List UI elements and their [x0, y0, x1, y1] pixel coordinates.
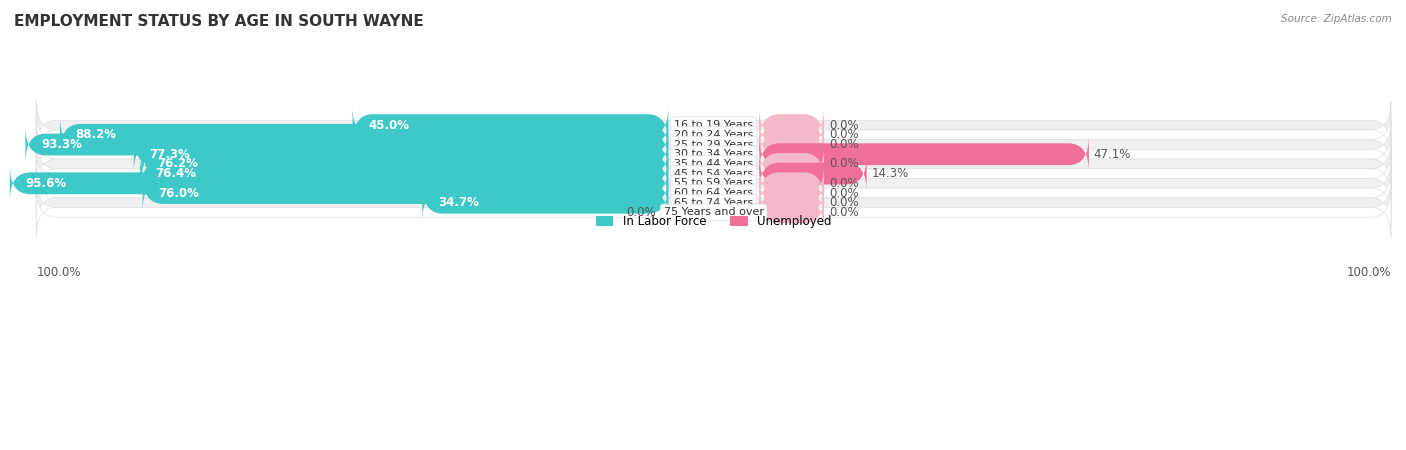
Text: 95.6%: 95.6%	[25, 177, 66, 190]
FancyBboxPatch shape	[759, 117, 824, 153]
FancyBboxPatch shape	[759, 155, 866, 192]
Text: EMPLOYMENT STATUS BY AGE IN SOUTH WAYNE: EMPLOYMENT STATUS BY AGE IN SOUTH WAYNE	[14, 14, 423, 28]
Text: 45 to 54 Years: 45 to 54 Years	[673, 169, 754, 179]
Text: 93.3%: 93.3%	[41, 138, 82, 151]
Text: 14.3%: 14.3%	[872, 167, 908, 180]
FancyBboxPatch shape	[25, 126, 668, 163]
FancyBboxPatch shape	[37, 149, 1391, 198]
FancyBboxPatch shape	[37, 120, 1391, 169]
FancyBboxPatch shape	[60, 117, 668, 153]
Text: 0.0%: 0.0%	[828, 119, 859, 132]
Text: 75 Years and over: 75 Years and over	[664, 207, 763, 217]
FancyBboxPatch shape	[139, 155, 668, 192]
FancyBboxPatch shape	[37, 130, 1391, 179]
Text: 30 to 34 Years: 30 to 34 Years	[673, 149, 754, 159]
Text: Source: ZipAtlas.com: Source: ZipAtlas.com	[1281, 14, 1392, 23]
Text: 0.0%: 0.0%	[828, 128, 859, 141]
FancyBboxPatch shape	[759, 194, 824, 230]
Text: 65 to 74 Years: 65 to 74 Years	[673, 198, 754, 208]
Text: 76.0%: 76.0%	[159, 186, 200, 199]
Text: 55 to 59 Years: 55 to 59 Years	[673, 178, 754, 188]
Text: 100.0%: 100.0%	[1347, 266, 1391, 279]
Text: 0.0%: 0.0%	[627, 206, 657, 219]
FancyBboxPatch shape	[422, 184, 668, 221]
FancyBboxPatch shape	[759, 165, 824, 202]
Text: 0.0%: 0.0%	[828, 177, 859, 190]
FancyBboxPatch shape	[134, 136, 668, 172]
Text: 34.7%: 34.7%	[437, 196, 479, 209]
Text: 100.0%: 100.0%	[37, 266, 80, 279]
Text: 16 to 19 Years: 16 to 19 Years	[673, 120, 754, 130]
FancyBboxPatch shape	[37, 101, 1391, 149]
Text: 35 to 44 Years: 35 to 44 Years	[673, 159, 754, 169]
Text: 0.0%: 0.0%	[828, 138, 859, 151]
FancyBboxPatch shape	[759, 146, 824, 182]
Text: 88.2%: 88.2%	[76, 128, 117, 141]
FancyBboxPatch shape	[142, 175, 668, 211]
FancyBboxPatch shape	[759, 136, 1088, 172]
FancyBboxPatch shape	[37, 188, 1391, 237]
FancyBboxPatch shape	[37, 159, 1391, 207]
Text: 0.0%: 0.0%	[828, 186, 859, 199]
Text: 60 to 64 Years: 60 to 64 Years	[673, 188, 754, 198]
FancyBboxPatch shape	[37, 140, 1391, 188]
Text: 76.2%: 76.2%	[157, 158, 198, 171]
Text: 47.1%: 47.1%	[1094, 148, 1130, 161]
Text: 20 to 24 Years: 20 to 24 Years	[673, 130, 754, 140]
FancyBboxPatch shape	[37, 111, 1391, 159]
FancyBboxPatch shape	[759, 126, 824, 163]
FancyBboxPatch shape	[759, 107, 824, 144]
Legend: In Labor Force, Unemployed: In Labor Force, Unemployed	[591, 210, 837, 233]
FancyBboxPatch shape	[37, 179, 1391, 227]
Text: 77.3%: 77.3%	[149, 148, 190, 161]
FancyBboxPatch shape	[141, 146, 668, 182]
FancyBboxPatch shape	[759, 184, 824, 221]
FancyBboxPatch shape	[353, 107, 668, 144]
Text: 25 to 29 Years: 25 to 29 Years	[673, 140, 754, 149]
Text: 76.4%: 76.4%	[156, 167, 197, 180]
FancyBboxPatch shape	[10, 165, 668, 202]
FancyBboxPatch shape	[37, 169, 1391, 217]
Text: 0.0%: 0.0%	[828, 206, 859, 219]
Text: 0.0%: 0.0%	[828, 158, 859, 171]
Text: 0.0%: 0.0%	[828, 196, 859, 209]
Text: 45.0%: 45.0%	[368, 119, 409, 132]
FancyBboxPatch shape	[759, 175, 824, 211]
